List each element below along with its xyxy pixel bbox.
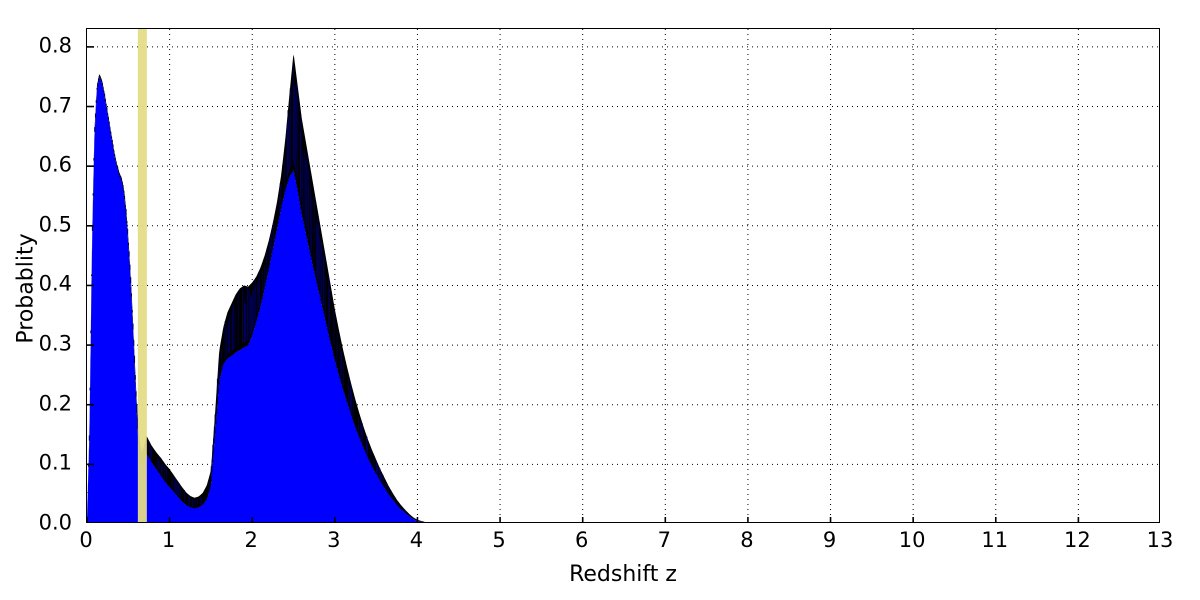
y-tick-label: 0.2 xyxy=(38,391,72,416)
y-tick-label: 0.5 xyxy=(38,212,72,237)
x-tick-label: 0 xyxy=(79,528,93,552)
gridlines xyxy=(87,29,1159,522)
axis-tick-marks xyxy=(87,46,1080,522)
x-tick-label: 10 xyxy=(898,528,926,552)
y-tick-label: 0.4 xyxy=(38,271,72,296)
x-tick-label: 12 xyxy=(1064,528,1091,552)
y-axis-title: Probablity xyxy=(13,233,39,344)
x-tick-label: 13 xyxy=(1146,528,1174,552)
y-tick-label: 0.7 xyxy=(38,93,72,118)
x-tick-label: 8 xyxy=(740,528,754,552)
x-tick-label: 3 xyxy=(327,528,341,552)
y-tick-label: 0.8 xyxy=(38,33,72,58)
x-tick-label: 2 xyxy=(244,528,258,552)
y-axis-tick-labels: 0.0 0.1 0.2 0.3 0.4 0.5 0.6 0.7 0.8 xyxy=(0,0,80,600)
plot-area xyxy=(86,28,1160,523)
x-tick-label: 4 xyxy=(409,528,424,552)
x-axis-title: Redshift z xyxy=(569,562,677,587)
y-tick-label: 0.3 xyxy=(38,331,72,356)
x-tick-label: 1 xyxy=(161,528,176,552)
pz-oscillation-spikes xyxy=(87,66,410,517)
spectroscopic-redshift-marker xyxy=(137,29,147,522)
x-tick-label: 11 xyxy=(981,528,1009,552)
y-tick-label: 0.6 xyxy=(38,152,72,177)
x-tick-label: 7 xyxy=(657,528,671,552)
x-tick-label: 5 xyxy=(492,528,506,552)
x-tick-label: 6 xyxy=(575,528,589,552)
y-tick-label: 0.1 xyxy=(38,450,72,475)
probability-distribution-plot xyxy=(87,29,1159,522)
y-tick-label: 0.0 xyxy=(38,510,72,535)
x-tick-label: 9 xyxy=(822,528,837,552)
pz-filled-area xyxy=(87,77,422,522)
